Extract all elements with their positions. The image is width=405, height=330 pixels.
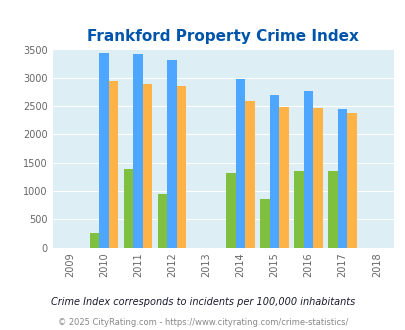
Title: Frankford Property Crime Index: Frankford Property Crime Index	[87, 29, 358, 44]
Bar	[303, 91, 313, 248]
Bar	[269, 95, 279, 248]
Bar	[143, 84, 152, 248]
Bar	[177, 86, 186, 248]
Bar	[99, 53, 109, 248]
Bar	[235, 79, 245, 248]
Bar	[133, 54, 143, 248]
Bar	[260, 199, 269, 248]
Bar	[294, 171, 303, 248]
Bar	[167, 60, 177, 247]
Bar	[279, 107, 288, 248]
Bar	[337, 109, 347, 248]
Bar	[158, 194, 167, 248]
Bar	[109, 81, 118, 248]
Text: Crime Index corresponds to incidents per 100,000 inhabitants: Crime Index corresponds to incidents per…	[51, 297, 354, 307]
Bar	[124, 169, 133, 248]
Bar	[347, 114, 356, 248]
Bar	[328, 171, 337, 248]
Text: © 2025 CityRating.com - https://www.cityrating.com/crime-statistics/: © 2025 CityRating.com - https://www.city…	[58, 318, 347, 327]
Bar	[226, 173, 235, 248]
Bar	[245, 101, 254, 248]
Bar	[90, 233, 99, 248]
Bar	[313, 108, 322, 248]
